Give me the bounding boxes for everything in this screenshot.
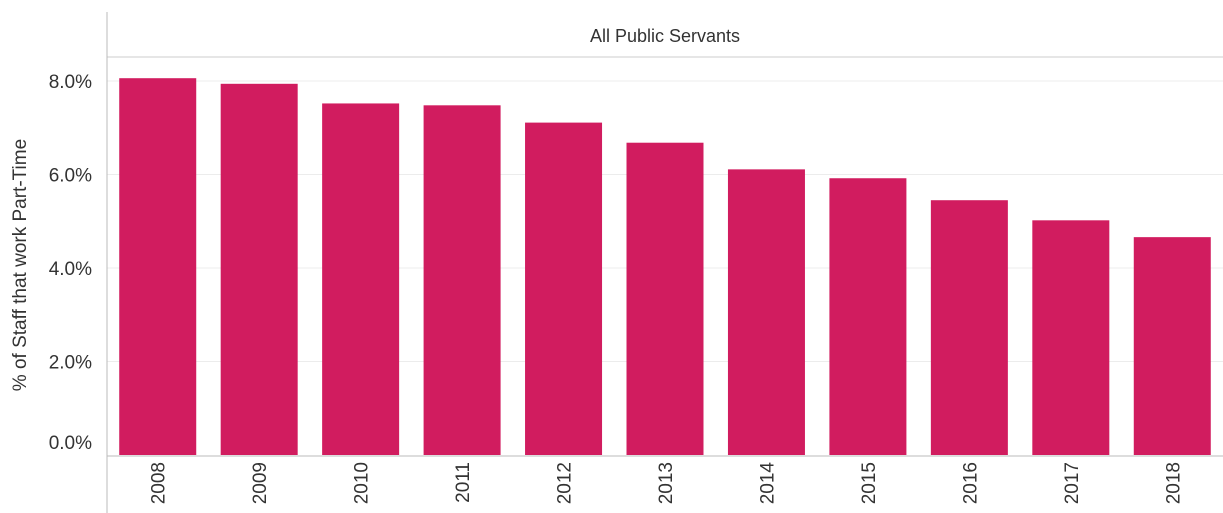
bar-2011[interactable] <box>423 105 501 455</box>
y-axis-title: % of Staff that work Part-Time <box>10 139 31 391</box>
x-tick-label: 2011 <box>453 462 474 503</box>
x-tick-label: 2015 <box>859 462 880 504</box>
x-tick-label: 2017 <box>1062 462 1083 504</box>
bar-2012[interactable] <box>525 122 603 456</box>
y-tick-label: 4.0% <box>49 259 92 280</box>
bar-2013[interactable] <box>626 142 704 455</box>
x-tick-label: 2014 <box>757 462 778 505</box>
x-tick-label: 2010 <box>352 462 373 504</box>
bar-2009[interactable] <box>220 83 298 456</box>
bar-2008[interactable] <box>119 78 197 455</box>
y-tick-label: 0.0% <box>49 433 92 454</box>
x-tick-label: 2018 <box>1163 462 1184 504</box>
y-tick-label: 6.0% <box>49 166 92 187</box>
bar-2016[interactable] <box>930 200 1008 455</box>
x-axis-ticks: 2008 2009 2010 2011 2012 2013 2014 2015 2016 2017… <box>149 462 1185 505</box>
y-tick-label: 2.0% <box>49 353 92 374</box>
bar-2018[interactable] <box>1133 237 1211 455</box>
bar-2017[interactable] <box>1032 220 1110 455</box>
y-tick-label: 8.0% <box>49 72 92 93</box>
bar-2014[interactable] <box>727 169 805 456</box>
x-tick-label: 2008 <box>149 462 170 504</box>
y-axis-ticks: 0.0% 2.0% 4.0% 6.0% 8.0% <box>49 72 92 454</box>
bar-2010[interactable] <box>322 103 400 455</box>
x-tick-label: 2009 <box>250 462 271 504</box>
panel-title: All Public Servants <box>590 26 740 46</box>
x-tick-label: 2012 <box>555 462 576 504</box>
bar-2015[interactable] <box>829 178 907 456</box>
x-tick-label: 2016 <box>960 462 981 504</box>
x-tick-label: 2013 <box>656 462 677 504</box>
bars <box>119 78 1211 456</box>
